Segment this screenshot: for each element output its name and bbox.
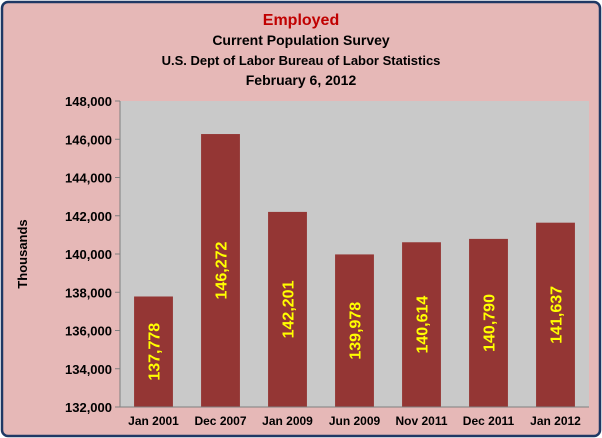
data-labels: 137,778 146,272 142,201 139,978 140,614 140,7…	[147, 242, 566, 381]
y-tick-label: 132,000	[65, 400, 112, 415]
bar	[268, 211, 307, 407]
bars	[134, 134, 575, 407]
y-tick-label: 138,000	[65, 285, 112, 300]
x-category-label: Nov 2011	[395, 414, 447, 428]
bar	[201, 134, 240, 407]
chart-subtitle-line-3: February 6, 2012	[246, 72, 357, 88]
chart-title: Employed	[263, 12, 339, 29]
y-tick-label: 134,000	[65, 362, 112, 377]
bar	[536, 222, 575, 407]
y-tick-label: 140,000	[65, 247, 112, 262]
bar-data-label: 140,790	[482, 294, 499, 352]
bar-data-label: 139,978	[348, 302, 365, 360]
y-tick-label: 144,000	[65, 171, 112, 186]
x-axis-categories: Jan 2001 Dec 2007 Jan 2009 Jun 2009 Nov 2011…	[128, 414, 581, 428]
y-axis-label: Thousands	[15, 219, 30, 288]
y-tick-label: 146,000	[65, 132, 112, 147]
x-category-label: Jun 2009	[329, 414, 381, 428]
chart-subtitle-line-1: Current Population Survey	[212, 32, 390, 48]
x-category-label: Dec 2007	[194, 414, 246, 428]
y-axis-ticks: 132,000 134,000 136,000 138,000 140,000 142,0…	[65, 94, 120, 415]
bar-data-label: 137,778	[147, 323, 164, 381]
bar-data-label: 146,272	[214, 242, 231, 300]
bar	[469, 238, 508, 407]
y-tick-label: 136,000	[65, 324, 112, 339]
bar-data-label: 141,637	[549, 286, 566, 344]
x-category-label: Jan 2009	[262, 414, 313, 428]
x-category-label: Dec 2011	[463, 414, 515, 428]
bar	[134, 296, 173, 407]
x-category-label: Jan 2012	[530, 414, 581, 428]
bar-data-label: 142,201	[281, 280, 298, 338]
chart-subtitle-line-2: U.S. Dept of Labor Bureau of Labor Stati…	[162, 53, 441, 68]
bar	[402, 242, 441, 407]
bar	[335, 254, 374, 407]
x-category-label: Jan 2001	[128, 414, 179, 428]
y-tick-label: 148,000	[65, 94, 112, 109]
bar-data-label: 140,614	[415, 296, 432, 354]
y-tick-label: 142,000	[65, 209, 112, 224]
